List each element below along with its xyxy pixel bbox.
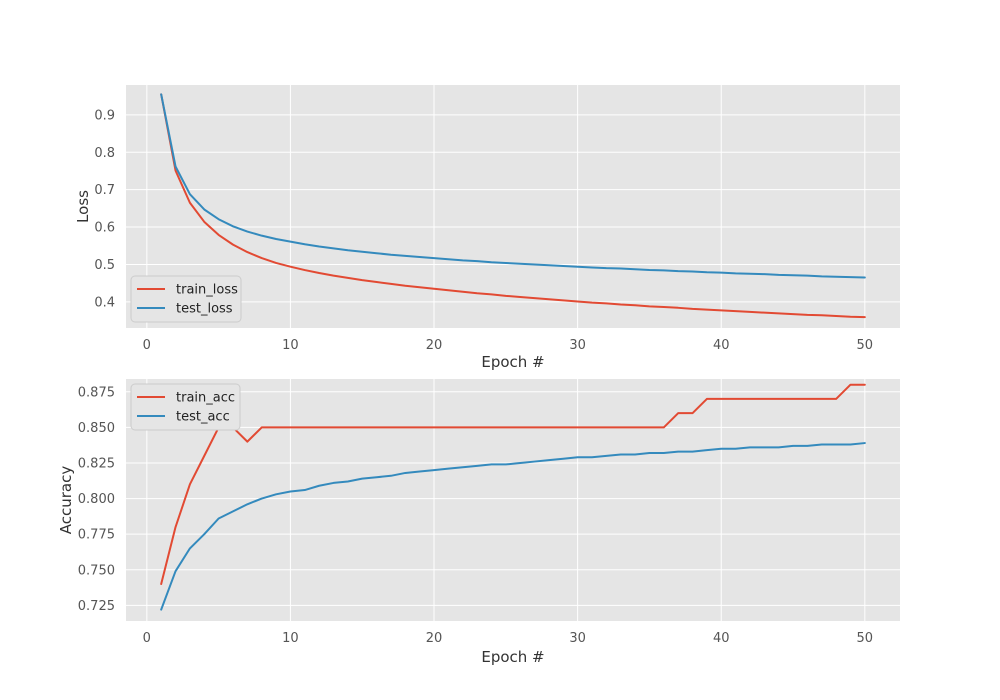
accuracy-y-axis-label: Accuracy — [57, 466, 75, 535]
accuracy-y-tick-label: 0.750 — [78, 563, 115, 578]
accuracy-y-tick-label: 0.775 — [78, 528, 115, 543]
loss-y-tick-label: 0.5 — [94, 258, 115, 273]
loss-x-tick-label: 50 — [857, 338, 874, 353]
loss-series-test-loss — [160, 93, 866, 279]
loss-x-tick-label: 10 — [282, 338, 299, 353]
loss-y-tick-label: 0.6 — [94, 221, 115, 236]
accuracy-x-axis-label: Epoch # — [481, 648, 544, 666]
accuracy-x-tick-label: 0 — [143, 631, 151, 646]
accuracy-chart: 0 10 20 30 40 50 0.725 0.750 0.775 0.800 0.825 0.85… — [57, 379, 900, 666]
accuracy-y-tick-label: 0.850 — [78, 421, 115, 436]
accuracy-y-tick-label: 0.875 — [78, 385, 115, 400]
accuracy-x-tick-label: 40 — [713, 631, 730, 646]
loss-legend-box — [130, 275, 242, 323]
loss-y-axis-label: Loss — [74, 190, 92, 223]
loss-legend-label-train-loss: train_loss — [176, 283, 238, 298]
accuracy-plot-area — [126, 379, 900, 621]
accuracy-y-tick-label: 0.825 — [78, 456, 115, 471]
accuracy-y-tick-label: 0.725 — [78, 599, 115, 614]
accuracy-legend-box — [130, 383, 241, 431]
accuracy-legend-label-test-acc: test_acc — [176, 410, 230, 425]
loss-series-train-loss — [160, 93, 866, 319]
loss-x-tick-label: 0 — [143, 338, 151, 353]
loss-y-tick-label: 0.7 — [94, 183, 115, 198]
loss-plot-area — [126, 85, 900, 328]
accuracy-legend: train_acc test_acc — [130, 383, 241, 431]
accuracy-legend-label-train-acc: train_acc — [176, 391, 235, 406]
loss-legend: train_loss test_loss — [130, 275, 242, 323]
accuracy-y-tick-label: 0.800 — [78, 492, 115, 507]
loss-legend-label-test-loss: test_loss — [176, 302, 233, 317]
accuracy-series-test-acc — [160, 442, 866, 611]
loss-y-tick-label: 0.8 — [94, 146, 115, 161]
accuracy-x-tick-label: 20 — [426, 631, 443, 646]
loss-y-tick-label: 0.4 — [94, 295, 115, 310]
accuracy-x-tick-label: 50 — [857, 631, 874, 646]
loss-chart: 0 10 20 30 40 50 0.4 0.5 0.6 0.7 0.8 0.9 Epoch # Loss… — [74, 85, 900, 371]
accuracy-x-tick-label: 30 — [569, 631, 586, 646]
loss-x-tick-label: 30 — [569, 338, 586, 353]
loss-x-axis-label: Epoch # — [481, 353, 544, 371]
loss-y-tick-label: 0.9 — [94, 108, 115, 123]
accuracy-x-tick-label: 10 — [282, 631, 299, 646]
accuracy-series-train-acc — [160, 383, 866, 585]
loss-x-tick-label: 40 — [713, 338, 730, 353]
loss-x-tick-label: 20 — [426, 338, 443, 353]
